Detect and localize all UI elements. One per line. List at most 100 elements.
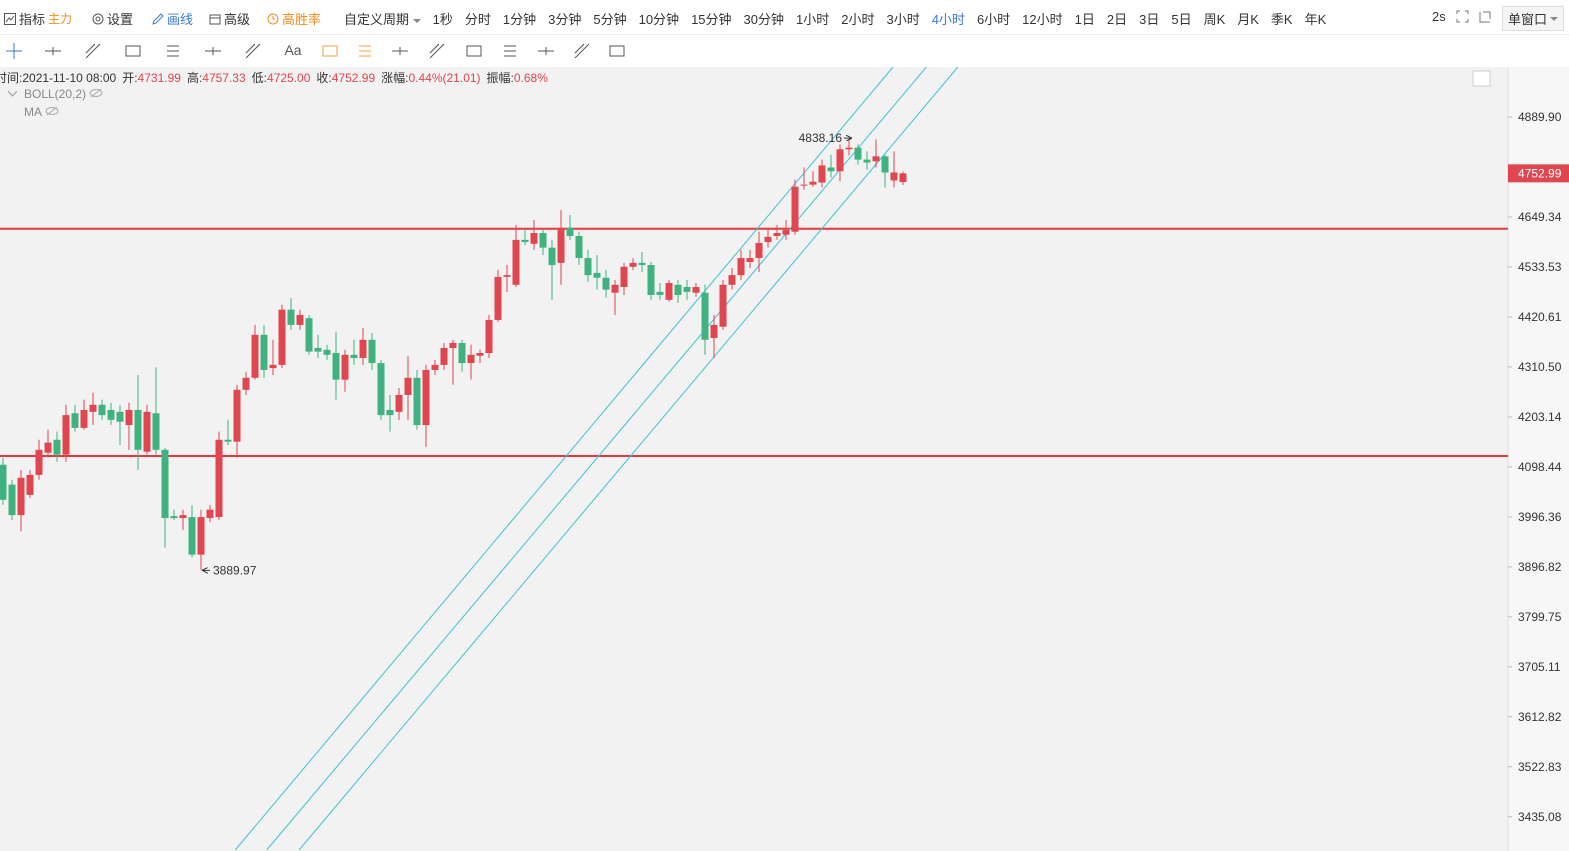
period-button[interactable]: 季K — [1270, 12, 1293, 27]
candle-body — [845, 147, 853, 150]
period-button[interactable]: 5日 — [1171, 12, 1192, 27]
candle-body — [737, 258, 745, 276]
shape — [6, 43, 22, 59]
tool-icon[interactable] — [205, 47, 221, 55]
eye-icon[interactable] — [45, 106, 59, 116]
candle-body — [899, 173, 907, 183]
period-button[interactable]: 3日 — [1139, 12, 1160, 27]
tool-icon[interactable] — [85, 43, 101, 59]
candle-body — [224, 439, 232, 442]
period-button[interactable]: 30分钟 — [743, 12, 784, 27]
candle-body — [791, 186, 799, 232]
candle-body — [17, 477, 25, 516]
candle-body — [692, 287, 700, 293]
period-button[interactable]: 15分钟 — [691, 12, 732, 27]
candle-body — [458, 342, 466, 364]
tool-icon[interactable] — [429, 43, 445, 59]
text-tool[interactable]: Aa — [284, 42, 301, 58]
candle-body — [782, 229, 790, 235]
candle-body — [314, 347, 322, 352]
period-button[interactable]: 1分钟 — [502, 12, 537, 27]
icon — [92, 13, 104, 24]
period-button[interactable]: 1日 — [1074, 12, 1095, 27]
shape — [538, 47, 554, 55]
candle-body — [359, 339, 367, 359]
period-button[interactable]: 3小时 — [886, 12, 920, 27]
candle-body — [278, 309, 286, 365]
axis-area — [1508, 67, 1569, 851]
candle-body — [71, 413, 79, 428]
candle-body — [719, 284, 727, 327]
tool-icon[interactable] — [609, 45, 625, 57]
candle-body — [827, 167, 835, 172]
icon — [152, 12, 164, 25]
window-select[interactable]: 单窗口 — [1502, 6, 1565, 31]
period-list: 自定义周期 1秒 分时 1分钟 3分钟 5分钟 10分钟 15分钟 30分钟 1小时 2小时 3小时… — [344, 9, 1326, 28]
y-tick-label: 3705.11 — [1518, 660, 1561, 674]
tool-icon[interactable] — [125, 45, 141, 57]
toolbar: 指标 主力 设置 画线 高级 高胜率 自定义周期 1秒 分时 1分钟 3分钟 5分钟 10分… — [0, 0, 1569, 35]
chevron[interactable] — [8, 91, 17, 97]
refresh[interactable]: 2s — [1432, 9, 1446, 24]
caret — [412, 19, 421, 23]
tool-icon[interactable] — [504, 45, 516, 57]
period-button[interactable]: 4小时 — [931, 12, 965, 27]
period-button[interactable]: 10分钟 — [638, 12, 680, 27]
y-tick-label: 4889.90 — [1518, 110, 1562, 124]
settings-button[interactable]: 设置 — [92, 9, 133, 28]
draw-button[interactable]: 画线 — [152, 9, 193, 28]
period-button[interactable]: 1秒 — [432, 12, 453, 27]
period-button[interactable]: 12小时 — [1022, 12, 1063, 27]
period-button[interactable]: 2小时 — [841, 12, 875, 27]
candle-body — [602, 277, 610, 290]
advanced-button[interactable]: 高级 — [209, 9, 250, 28]
candle-body — [53, 439, 61, 455]
info-value: 4757.33 — [202, 71, 246, 85]
candle-body — [800, 184, 808, 186]
candle-body — [260, 334, 268, 370]
shape — [429, 43, 445, 59]
candle-body — [503, 275, 511, 277]
y-tick-label: 4533.53 — [1518, 260, 1562, 274]
indicator-button[interactable]: 指标 主力 — [4, 9, 72, 28]
shape — [609, 45, 625, 57]
period-button[interactable]: 2日 — [1106, 12, 1128, 27]
tool-icon[interactable] — [45, 47, 61, 55]
tool-icon[interactable] — [359, 45, 371, 57]
badge: 主力 — [48, 12, 73, 26]
candle-body — [296, 315, 304, 325]
tool-icon[interactable] — [466, 45, 482, 57]
candle-body — [161, 449, 169, 519]
tool-icon[interactable] — [167, 45, 179, 57]
tool-icon[interactable] — [6, 43, 22, 59]
info-value: 2021-11-10 08:00 — [22, 71, 117, 85]
period-button[interactable]: 月K — [1237, 12, 1259, 27]
tool-icon[interactable] — [392, 47, 408, 55]
shape — [167, 45, 179, 57]
toggle-icon[interactable] — [1472, 70, 1491, 87]
period-button[interactable]: 周K — [1203, 12, 1226, 27]
period-button[interactable]: 1小时 — [796, 12, 830, 27]
candle-body — [179, 515, 187, 519]
drawing-toolbar: Aa — [0, 35, 1569, 66]
tool-icon[interactable] — [245, 43, 261, 59]
tool-icon[interactable] — [538, 47, 554, 55]
candle-body — [350, 354, 358, 359]
period-button[interactable]: 5分钟 — [593, 12, 627, 27]
period-button[interactable]: 分时 — [464, 12, 491, 27]
candle-body — [197, 517, 205, 555]
info-bar: 时间:2021-11-10 08:00 开:4731.99 高:4757.33 低:4… — [0, 69, 554, 86]
window-icons[interactable] — [1456, 10, 1498, 24]
y-tick-label: 3435.08 — [1518, 810, 1562, 824]
period-button[interactable]: 3分钟 — [548, 12, 582, 27]
candle-body — [206, 509, 214, 519]
win-rate-button[interactable]: 高胜率 — [267, 9, 321, 28]
y-tick-label: 4649.34 — [1518, 210, 1562, 224]
tool-icon[interactable] — [574, 43, 590, 59]
eye-icon[interactable] — [89, 88, 103, 98]
tool-icon[interactable] — [322, 45, 338, 57]
period-button[interactable]: 年K — [1304, 12, 1327, 27]
period-button[interactable]: 6小时 — [976, 12, 1011, 27]
custom-period[interactable]: 自定义周期 — [344, 9, 421, 28]
